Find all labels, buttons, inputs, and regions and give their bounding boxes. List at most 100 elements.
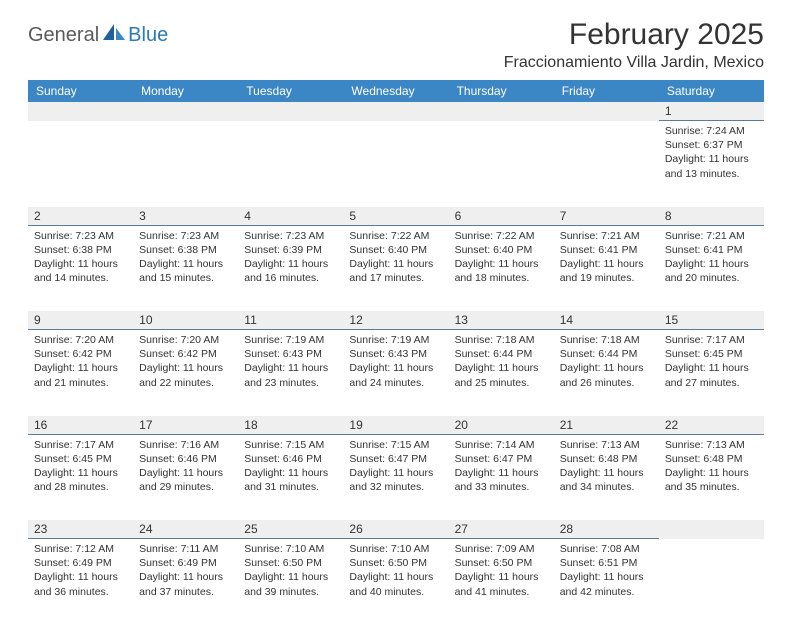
day-info-line: Daylight: 11 hours bbox=[665, 152, 758, 166]
day-cell: Sunrise: 7:16 AMSunset: 6:46 PMDaylight:… bbox=[133, 434, 238, 520]
day-cell-content: Sunrise: 7:21 AMSunset: 6:41 PMDaylight:… bbox=[560, 229, 653, 286]
day-cell-content: Sunrise: 7:15 AMSunset: 6:46 PMDaylight:… bbox=[244, 438, 337, 495]
day-info-line: Sunrise: 7:18 AM bbox=[560, 333, 653, 347]
day-info-line: Sunset: 6:43 PM bbox=[244, 347, 337, 361]
day-info-line: Sunrise: 7:18 AM bbox=[455, 333, 548, 347]
day-info-line: Daylight: 11 hours bbox=[349, 466, 442, 480]
title-block: February 2025 Fraccionamiento Villa Jard… bbox=[504, 18, 764, 72]
day-info-line: Daylight: 11 hours bbox=[349, 570, 442, 584]
day-cell-content: Sunrise: 7:10 AMSunset: 6:50 PMDaylight:… bbox=[349, 542, 442, 599]
day-info-line: Daylight: 11 hours bbox=[34, 257, 127, 271]
day-info-line: and 13 minutes. bbox=[665, 167, 758, 181]
month-title: February 2025 bbox=[504, 18, 764, 52]
day-number: 1 bbox=[659, 102, 764, 121]
day-cell: Sunrise: 7:18 AMSunset: 6:44 PMDaylight:… bbox=[554, 330, 659, 416]
day-info-line: Sunset: 6:47 PM bbox=[455, 452, 548, 466]
day-number: 12 bbox=[343, 311, 448, 330]
day-number: 24 bbox=[133, 520, 238, 539]
day-cell-content: Sunrise: 7:13 AMSunset: 6:48 PMDaylight:… bbox=[560, 438, 653, 495]
day-number-row: 1 bbox=[28, 102, 764, 121]
day-info-line: Sunset: 6:49 PM bbox=[139, 556, 232, 570]
logo: General Blue bbox=[28, 24, 168, 47]
day-number: 20 bbox=[449, 416, 554, 435]
day-number bbox=[133, 102, 238, 121]
day-info-line: Sunrise: 7:13 AM bbox=[665, 438, 758, 452]
day-number-row: 9101112131415 bbox=[28, 311, 764, 330]
day-info-line: Sunset: 6:48 PM bbox=[560, 452, 653, 466]
day-info-line: Sunset: 6:43 PM bbox=[349, 347, 442, 361]
day-cell-content: Sunrise: 7:22 AMSunset: 6:40 PMDaylight:… bbox=[455, 229, 548, 286]
day-number: 21 bbox=[554, 416, 659, 435]
day-info-line: Sunset: 6:44 PM bbox=[560, 347, 653, 361]
day-number: 15 bbox=[659, 311, 764, 330]
day-number: 18 bbox=[238, 416, 343, 435]
calendar-table: Sunday Monday Tuesday Wednesday Thursday… bbox=[28, 80, 764, 625]
day-info-line: and 42 minutes. bbox=[560, 585, 653, 599]
day-info-line: Sunrise: 7:21 AM bbox=[665, 229, 758, 243]
day-info-line: Daylight: 11 hours bbox=[244, 257, 337, 271]
day-cell: Sunrise: 7:22 AMSunset: 6:40 PMDaylight:… bbox=[449, 225, 554, 311]
day-cell bbox=[133, 121, 238, 207]
day-number: 23 bbox=[28, 520, 133, 539]
day-number: 10 bbox=[133, 311, 238, 330]
day-cell: Sunrise: 7:20 AMSunset: 6:42 PMDaylight:… bbox=[133, 330, 238, 416]
calendar-body: 1 Sunrise: 7:24 AMSunset: 6:37 PMDaylight… bbox=[28, 102, 764, 625]
day-info-line: Daylight: 11 hours bbox=[455, 257, 548, 271]
day-info-line: Sunrise: 7:19 AM bbox=[244, 333, 337, 347]
day-info-line: Sunrise: 7:20 AM bbox=[139, 333, 232, 347]
calendar-page: General Blue February 2025 Fraccionamien… bbox=[0, 0, 792, 643]
day-info-line: Sunrise: 7:17 AM bbox=[34, 438, 127, 452]
day-info-line: Daylight: 11 hours bbox=[455, 570, 548, 584]
day-cell bbox=[449, 121, 554, 207]
day-number: 26 bbox=[343, 520, 448, 539]
day-info-line: and 39 minutes. bbox=[244, 585, 337, 599]
day-cell-content: Sunrise: 7:24 AMSunset: 6:37 PMDaylight:… bbox=[665, 124, 758, 181]
day-info-line: Daylight: 11 hours bbox=[34, 466, 127, 480]
day-cell-content: Sunrise: 7:11 AMSunset: 6:49 PMDaylight:… bbox=[139, 542, 232, 599]
day-number-row: 232425262728 bbox=[28, 520, 764, 539]
day-cell-content: Sunrise: 7:14 AMSunset: 6:47 PMDaylight:… bbox=[455, 438, 548, 495]
day-info-line: Daylight: 11 hours bbox=[139, 466, 232, 480]
day-info-line: Daylight: 11 hours bbox=[139, 257, 232, 271]
weekday-header: Monday bbox=[133, 80, 238, 102]
day-info-line: Sunset: 6:46 PM bbox=[244, 452, 337, 466]
day-info-line: and 29 minutes. bbox=[139, 480, 232, 494]
day-info-line: Daylight: 11 hours bbox=[34, 570, 127, 584]
day-cell: Sunrise: 7:19 AMSunset: 6:43 PMDaylight:… bbox=[343, 330, 448, 416]
day-number: 19 bbox=[343, 416, 448, 435]
location: Fraccionamiento Villa Jardin, Mexico bbox=[504, 54, 764, 72]
day-info-line: Sunrise: 7:12 AM bbox=[34, 542, 127, 556]
day-info-line: and 37 minutes. bbox=[139, 585, 232, 599]
logo-text-general: General bbox=[28, 24, 99, 47]
day-number bbox=[449, 102, 554, 121]
day-cell-content: Sunrise: 7:09 AMSunset: 6:50 PMDaylight:… bbox=[455, 542, 548, 599]
day-cell-content: Sunrise: 7:20 AMSunset: 6:42 PMDaylight:… bbox=[34, 333, 127, 390]
day-info-line: and 35 minutes. bbox=[665, 480, 758, 494]
day-info-line: Sunset: 6:41 PM bbox=[560, 243, 653, 257]
day-cell-content: Sunrise: 7:19 AMSunset: 6:43 PMDaylight:… bbox=[244, 333, 337, 390]
day-info-line: Daylight: 11 hours bbox=[665, 466, 758, 480]
day-number bbox=[238, 102, 343, 121]
day-info-line: and 21 minutes. bbox=[34, 376, 127, 390]
day-cell bbox=[343, 121, 448, 207]
day-cell-content: Sunrise: 7:16 AMSunset: 6:46 PMDaylight:… bbox=[139, 438, 232, 495]
day-info-line: Sunrise: 7:19 AM bbox=[349, 333, 442, 347]
day-info-line: and 18 minutes. bbox=[455, 271, 548, 285]
day-info-line: Sunset: 6:47 PM bbox=[349, 452, 442, 466]
day-number: 22 bbox=[659, 416, 764, 435]
day-cell: Sunrise: 7:21 AMSunset: 6:41 PMDaylight:… bbox=[659, 225, 764, 311]
day-info-line: Sunrise: 7:09 AM bbox=[455, 542, 548, 556]
day-number: 14 bbox=[554, 311, 659, 330]
day-info-line: Sunrise: 7:15 AM bbox=[244, 438, 337, 452]
day-info-line: Sunset: 6:50 PM bbox=[244, 556, 337, 570]
day-info-line: Daylight: 11 hours bbox=[244, 466, 337, 480]
day-number: 25 bbox=[238, 520, 343, 539]
day-cell-content: Sunrise: 7:22 AMSunset: 6:40 PMDaylight:… bbox=[349, 229, 442, 286]
day-number-row: 16171819202122 bbox=[28, 416, 764, 435]
weekday-header: Saturday bbox=[659, 80, 764, 102]
day-info-line: Sunset: 6:50 PM bbox=[349, 556, 442, 570]
day-info-line: and 28 minutes. bbox=[34, 480, 127, 494]
day-content-row: Sunrise: 7:24 AMSunset: 6:37 PMDaylight:… bbox=[28, 121, 764, 207]
day-number: 8 bbox=[659, 207, 764, 226]
day-cell-content: Sunrise: 7:10 AMSunset: 6:50 PMDaylight:… bbox=[244, 542, 337, 599]
